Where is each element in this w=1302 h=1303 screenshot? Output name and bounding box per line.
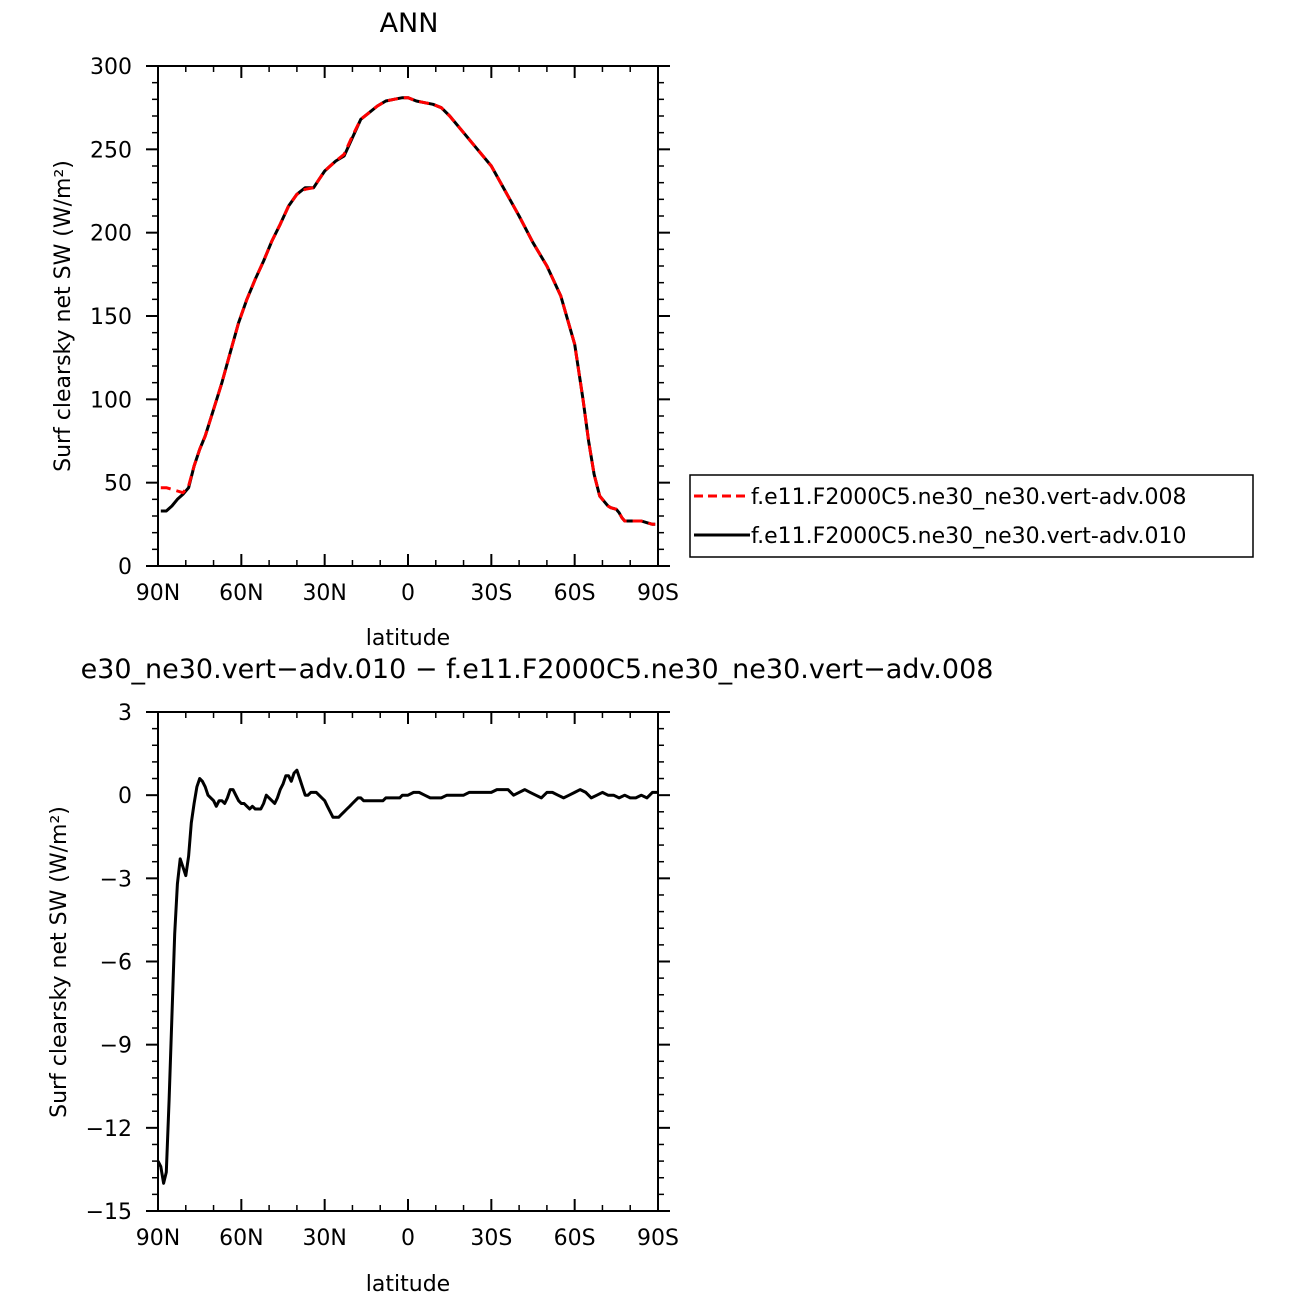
x-tick-label: 90N <box>136 581 180 606</box>
y-tick-label: 3 <box>118 701 132 726</box>
x-tick-label: 30N <box>302 581 346 606</box>
y-tick-label: 100 <box>90 388 132 413</box>
x-tick-label: 30N <box>302 1226 346 1251</box>
series-line-1 <box>156 768 658 1185</box>
x-tick-label: 30S <box>470 581 512 606</box>
x-tick-label: 60N <box>219 1226 263 1251</box>
top-panel-xlabel: latitude <box>366 626 450 651</box>
y-tick-label: 250 <box>90 138 132 163</box>
series-line-2 <box>160 96 656 526</box>
x-tick-label: 90N <box>136 1226 180 1251</box>
x-tick-label: 90S <box>637 581 679 606</box>
y-tick-label: −3 <box>100 867 132 892</box>
x-tick-label: 90S <box>637 1226 679 1251</box>
legend-label-series-1: f.e11.F2000C5.ne30_ne30.vert-adv.008 <box>751 485 1187 510</box>
bottom-panel: e30_ne30.vert−adv.010 − f.e11.F2000C5.ne… <box>47 654 993 1297</box>
top-panel: ANN 90N 60N 30N 0 30S 60S 90S 0 50 100 150 200 250 30… <box>51 8 679 651</box>
x-tick-label: 60S <box>554 581 596 606</box>
series-line-1 <box>160 96 656 526</box>
bottom-panel-title: e30_ne30.vert−adv.010 − f.e11.F2000C5.ne… <box>81 654 994 685</box>
legend-box <box>689 474 1254 558</box>
bottom-panel-xlabel: latitude <box>366 1272 450 1297</box>
y-tick-label: 0 <box>118 555 132 580</box>
legend-label-series-2: f.e11.F2000C5.ne30_ne30.vert-adv.010 <box>751 524 1187 549</box>
top-panel-ylabel: Surf clearsky net SW (W/m²) <box>51 160 76 472</box>
y-tick-label: −9 <box>100 1034 132 1059</box>
bottom-panel-series <box>156 768 658 1185</box>
y-tick-label: −15 <box>86 1200 132 1225</box>
y-tick-label: −6 <box>100 951 132 976</box>
top-panel-series <box>160 96 656 526</box>
y-tick-label: 0 <box>118 784 132 809</box>
x-tick-label: 0 <box>401 581 415 606</box>
bottom-panel-ylabel: Surf clearsky net SW (W/m²) <box>47 806 72 1118</box>
y-tick-label: 50 <box>104 472 132 497</box>
top-panel-title: ANN <box>380 8 439 39</box>
x-tick-label: 0 <box>401 1226 415 1251</box>
y-tick-label: 300 <box>90 55 132 80</box>
y-tick-label: 150 <box>90 305 132 330</box>
x-tick-label: 30S <box>470 1226 512 1251</box>
top-panel-frame <box>157 65 659 567</box>
bottom-panel-frame <box>157 711 659 1212</box>
x-tick-label: 60S <box>554 1226 596 1251</box>
legend: f.e11.F2000C5.ne30_ne30.vert-adv.008 f.e… <box>689 474 1254 558</box>
y-tick-label: 200 <box>90 222 132 247</box>
x-tick-label: 60N <box>219 581 263 606</box>
top-panel-ticks: 90N 60N 30N 0 30S 60S 90S 0 50 100 150 200 250 300 <box>90 55 679 606</box>
y-tick-label: −12 <box>86 1117 132 1142</box>
